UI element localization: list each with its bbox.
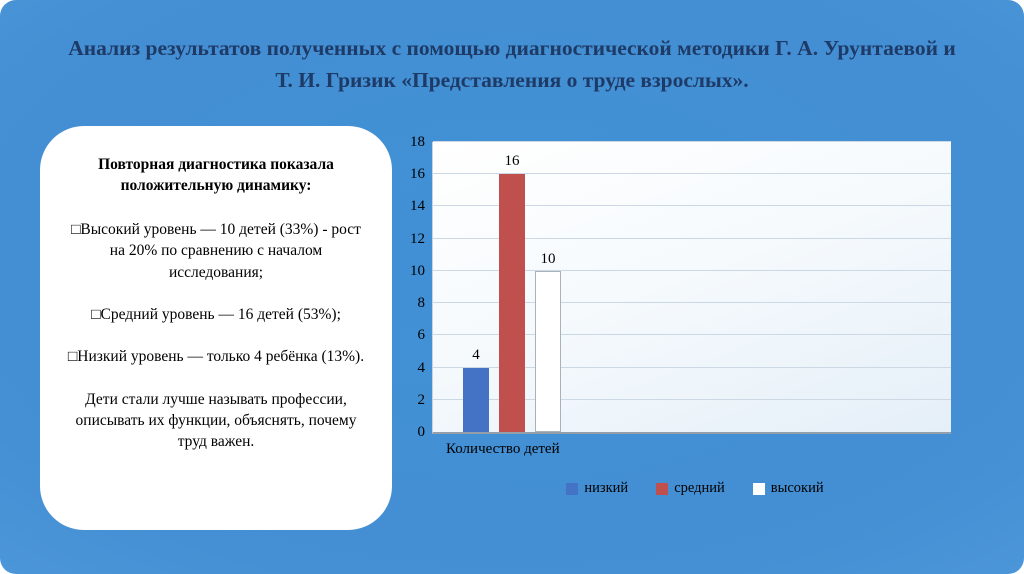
- y-tick-label: 12: [410, 230, 425, 247]
- bar-chart: 0 2 4 6 8 10 12 14 16 18 4 16 10 Количество детей н…: [402, 134, 958, 497]
- legend-swatch: [656, 482, 669, 495]
- y-tick-label: 6: [417, 327, 426, 344]
- slide-title: Анализ результатов полученных с помощью …: [68, 36, 956, 93]
- summary-panel: Повторная диагностика показала положител…: [40, 126, 392, 530]
- legend-swatch: [566, 482, 579, 495]
- summary-bullet-medium: □Средний уровень — 16 детей (53%);: [91, 305, 341, 323]
- gridline: [433, 334, 951, 336]
- y-tick-label: 0: [417, 424, 426, 440]
- bar-value-label: 4: [472, 346, 480, 363]
- y-tick-label: 2: [417, 391, 426, 408]
- y-tick-label: 4: [417, 359, 426, 376]
- y-tick-label: 8: [417, 295, 426, 312]
- summary-bullet-low: □Низкий уровень — только 4 ребёнка (13%)…: [67, 348, 365, 366]
- gridline: [433, 302, 951, 304]
- y-axis: 0 2 4 6 8 10 12 14 16 18: [402, 134, 432, 440]
- gridline: [433, 398, 951, 400]
- gridline: [433, 173, 951, 175]
- legend-swatch: [752, 482, 765, 495]
- y-tick-label: 16: [410, 166, 425, 183]
- legend-item-низкий: низкий: [566, 480, 628, 497]
- bar-value-label: 16: [504, 153, 520, 170]
- legend: низкий средний высокий: [432, 480, 958, 497]
- plot-area: 4 16 10: [432, 141, 951, 434]
- gridline: [433, 237, 951, 239]
- legend-item-средний: средний: [656, 480, 725, 497]
- y-tick-label: 10: [410, 262, 425, 279]
- gridline: [433, 205, 951, 207]
- bar-высокий: 10: [535, 251, 561, 432]
- gridline: [433, 141, 951, 142]
- x-axis-label: Количество детей: [446, 441, 560, 457]
- legend-label: средний: [674, 480, 725, 496]
- bar-value-label: 10: [540, 250, 556, 267]
- y-tick-label: 14: [410, 198, 425, 215]
- bar-низкий: 4: [463, 347, 489, 432]
- summary-conclusion: Дети стали лучше называть профессии, опи…: [75, 390, 357, 451]
- legend-item-высокий: высокий: [752, 480, 824, 497]
- gridline: [433, 366, 951, 368]
- summary-heading: Повторная диагностика показала положител…: [98, 156, 334, 195]
- chart-body: 0 2 4 6 8 10 12 14 16 18 4 16 10: [402, 134, 958, 440]
- summary-bullet-high: □Высокий уровень — 10 детей (33%) - рост…: [71, 220, 361, 281]
- y-tick-label: 18: [410, 134, 425, 150]
- legend-label: высокий: [770, 480, 824, 496]
- gridline: [433, 269, 951, 271]
- bar-средний: 16: [499, 153, 525, 432]
- legend-label: низкий: [584, 480, 629, 496]
